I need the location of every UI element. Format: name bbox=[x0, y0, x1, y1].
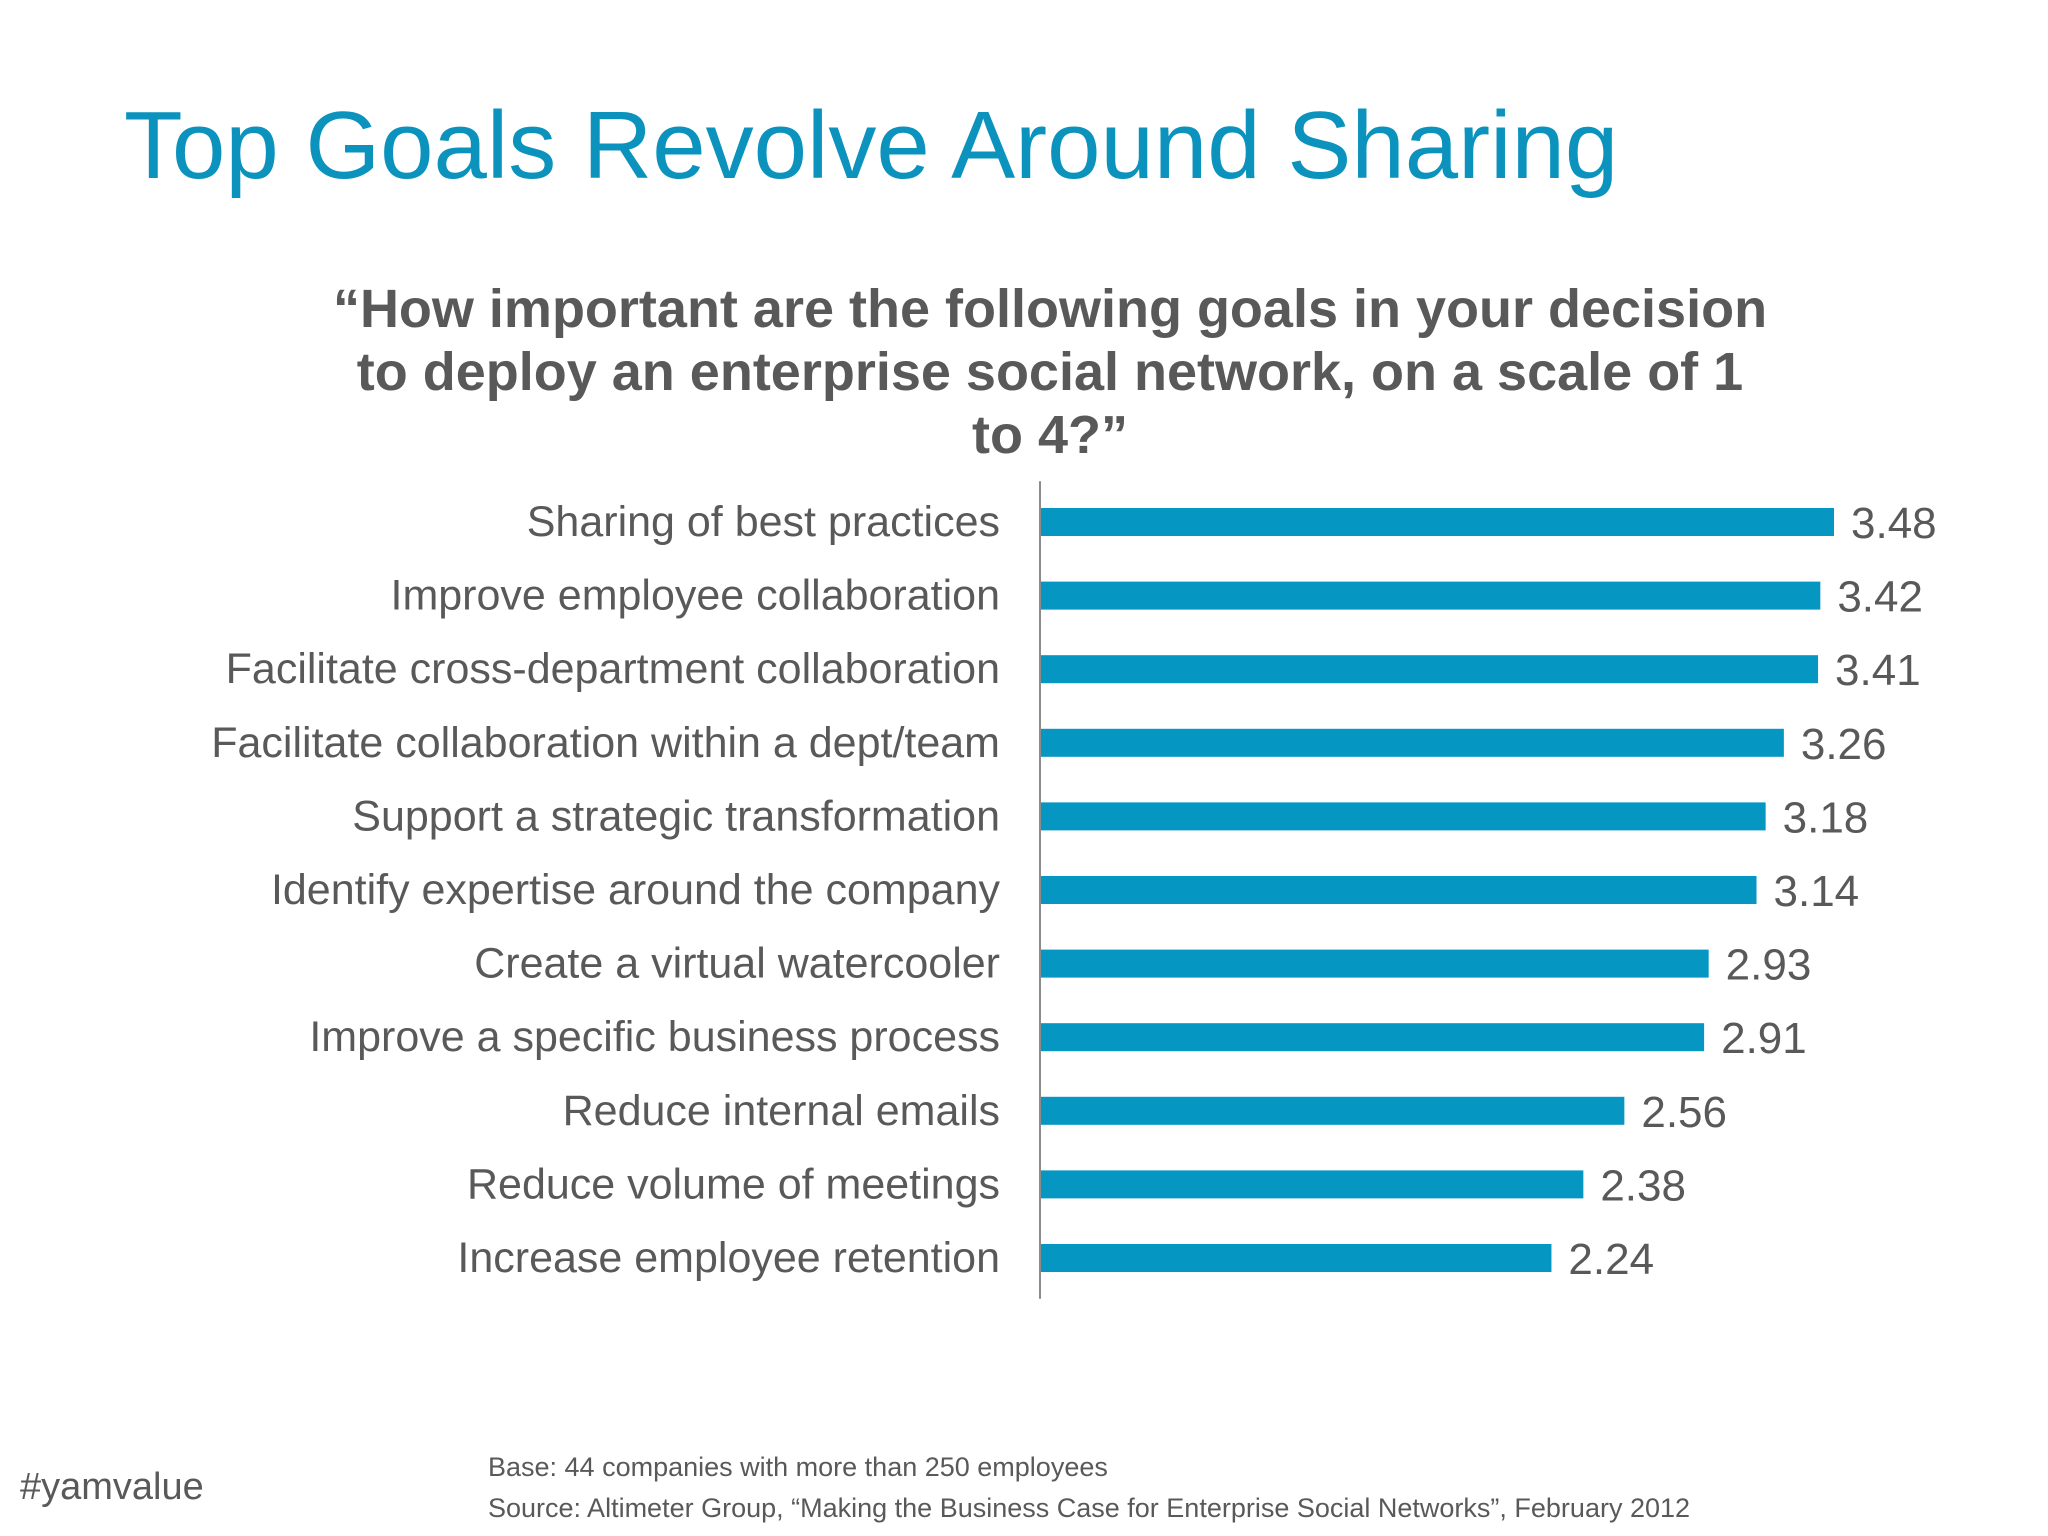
bar bbox=[1041, 728, 1784, 757]
data-label: 2.56 bbox=[1641, 1088, 1727, 1137]
footnote-source: Source: Altimeter Group, “Making the Bus… bbox=[488, 1493, 1691, 1523]
bar bbox=[1041, 508, 1834, 536]
bar bbox=[1041, 802, 1766, 831]
category-label: Sharing of best practices bbox=[527, 498, 1000, 546]
data-label: 2.24 bbox=[1568, 1235, 1654, 1284]
hashtag: #yamvalue bbox=[20, 1466, 204, 1508]
category-label: Reduce volume of meetings bbox=[467, 1160, 1000, 1208]
data-label: 3.41 bbox=[1835, 646, 1921, 695]
bar bbox=[1041, 655, 1819, 684]
data-label: 3.18 bbox=[1783, 793, 1869, 842]
data-label: 2.93 bbox=[1726, 941, 1812, 990]
chart-title: “How important are the following goals i… bbox=[290, 278, 1810, 467]
bar bbox=[1041, 581, 1821, 610]
bar bbox=[1041, 1170, 1584, 1199]
footnote-base: Base: 44 companies with more than 250 em… bbox=[488, 1452, 1108, 1482]
chart-title-line: to 4?” bbox=[972, 405, 1128, 465]
category-label: Increase employee retention bbox=[457, 1234, 1000, 1282]
data-label: 3.26 bbox=[1801, 720, 1887, 769]
data-label: 2.91 bbox=[1721, 1014, 1807, 1063]
data-label: 3.14 bbox=[1774, 867, 1860, 916]
bar bbox=[1041, 1023, 1705, 1052]
category-label: Reduce internal emails bbox=[563, 1087, 1000, 1135]
bar bbox=[1041, 876, 1757, 904]
bar bbox=[1041, 1244, 1552, 1272]
slide-title: Top Goals Revolve Around Sharing bbox=[124, 92, 1619, 199]
data-label: 2.38 bbox=[1600, 1161, 1686, 1210]
chart-title-line: to deploy an enterprise social network, … bbox=[356, 342, 1744, 402]
category-label: Improve a specific business process bbox=[309, 1013, 1000, 1061]
category-label: Create a virtual watercooler bbox=[474, 940, 1000, 988]
bar bbox=[1041, 949, 1709, 978]
data-label: 3.48 bbox=[1851, 499, 1937, 548]
category-label: Support a strategic transformation bbox=[352, 792, 1000, 840]
category-label: Facilitate cross-department collaboratio… bbox=[226, 645, 1000, 693]
data-label: 3.42 bbox=[1837, 573, 1923, 622]
chart-title-line: “How important are the following goals i… bbox=[332, 279, 1768, 339]
bar bbox=[1041, 1096, 1625, 1125]
category-label: Identify expertise around the company bbox=[271, 866, 1001, 914]
category-label: Improve employee collaboration bbox=[391, 572, 1001, 620]
category-label: Facilitate collaboration within a dept/t… bbox=[211, 719, 1000, 767]
